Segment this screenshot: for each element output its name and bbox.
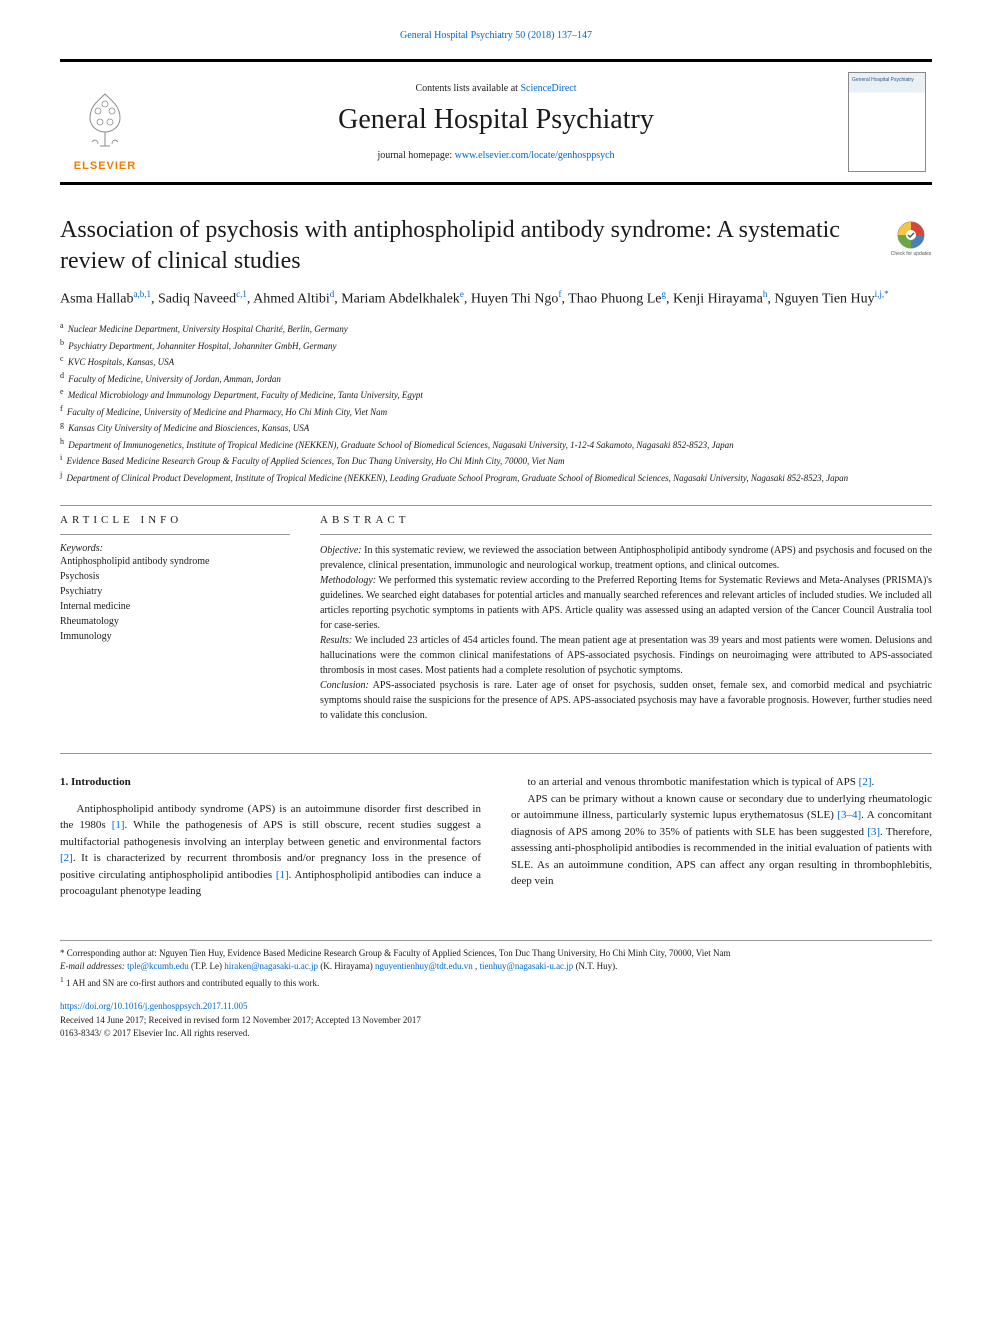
homepage-link[interactable]: www.elsevier.com/locate/genhosppsych (455, 150, 615, 161)
article-info: ARTICLE INFO Keywords: Antiphospholipid … (60, 514, 290, 723)
article-title: Association of psychosis with antiphosph… (60, 215, 870, 277)
sciencedirect-link[interactable]: ScienceDirect (520, 83, 576, 94)
affiliations: a Nuclear Medicine Department, Universit… (60, 320, 932, 485)
doi-block: https://doi.org/10.1016/j.genhosppsych.2… (60, 1000, 932, 1041)
body-paragraph: Antiphospholipid antibody syndrome (APS)… (60, 801, 481, 900)
footnotes: * Corresponding author at: Nguyen Tien H… (60, 940, 932, 991)
journal-homepage: journal homepage: www.elsevier.com/locat… (150, 150, 842, 161)
section-heading-intro: 1. Introduction (60, 774, 481, 791)
email-addresses: E-mail addresses: tple@kcumb.edu (T.P. L… (60, 960, 932, 974)
abstract: ABSTRACT Objective: In this systematic r… (320, 514, 932, 723)
abstract-text: Objective: In this systematic review, we… (320, 543, 932, 723)
divider (60, 534, 290, 535)
body-paragraph: APS can be primary without a known cause… (511, 791, 932, 890)
divider (60, 505, 932, 506)
check-updates-icon[interactable]: Check for updates (890, 219, 932, 261)
corresponding-author: * Corresponding author at: Nguyen Tien H… (60, 947, 932, 961)
divider (320, 534, 932, 535)
publisher-logo-block: ELSEVIER (60, 72, 150, 172)
doi-link[interactable]: https://doi.org/10.1016/j.genhosppsych.2… (60, 1001, 248, 1011)
abstract-heading: ABSTRACT (320, 514, 932, 526)
top-citation[interactable]: General Hospital Psychiatry 50 (2018) 13… (60, 30, 932, 41)
homepage-prefix: journal homepage: (377, 150, 454, 161)
body-paragraph: to an arterial and venous thrombotic man… (511, 774, 932, 791)
copyright: 0163-8343/ © 2017 Elsevier Inc. All righ… (60, 1028, 250, 1038)
keywords-list: Antiphospholipid antibody syndromePsycho… (60, 554, 290, 644)
article-info-heading: ARTICLE INFO (60, 514, 290, 526)
svg-text:Check for updates: Check for updates (891, 251, 932, 257)
elsevier-wordmark: ELSEVIER (74, 160, 136, 172)
authors: Asma Hallaba,b,1, Sadiq Naveedc,1, Ahmed… (60, 289, 932, 308)
masthead: ELSEVIER Contents lists available at Sci… (60, 59, 932, 185)
elsevier-tree-icon (70, 86, 140, 156)
keywords-label: Keywords: (60, 543, 290, 554)
received-dates: Received 14 June 2017; Received in revis… (60, 1015, 421, 1025)
contents-available: Contents lists available at ScienceDirec… (150, 83, 842, 94)
journal-name: General Hospital Psychiatry (150, 104, 842, 136)
body-text: 1. Introduction Antiphospholipid antibod… (60, 774, 932, 900)
cover-title: General Hospital Psychiatry (852, 77, 914, 83)
equal-contribution-note: 1 1 AH and SN are co-first authors and c… (60, 974, 932, 991)
divider (60, 753, 932, 754)
contents-prefix: Contents lists available at (415, 83, 520, 94)
journal-cover-thumbnail: General Hospital Psychiatry (848, 72, 926, 172)
